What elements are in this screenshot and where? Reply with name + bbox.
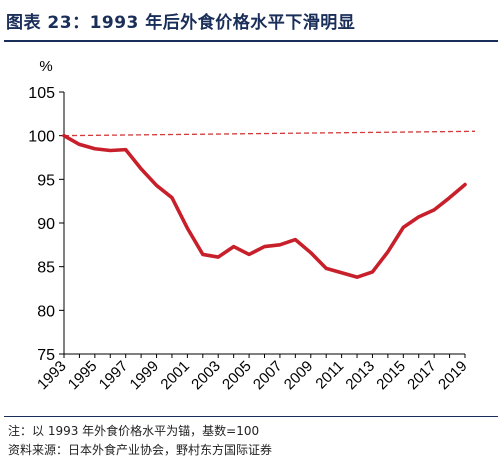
footer-divider [4,416,498,417]
x-tick-label: 2015 [373,358,409,394]
x-tick-label: 2011 [312,358,347,393]
x-tick-label: 1999 [127,358,163,394]
series-group [62,133,467,279]
y-tick-label: 105 [28,85,55,102]
x-tick-label: 1997 [96,358,132,394]
footnote: 注：以 1993 年外食价格水平为锚，基数=100 [8,424,260,438]
y-tick-label: 95 [37,172,55,189]
y-tick-label: 75 [37,347,55,364]
y-tick-label: 100 [28,129,55,146]
x-tick-label: 2005 [219,358,255,394]
title-divider [4,40,498,42]
y-tick-label: 90 [37,216,55,233]
x-axis: 1993199519971999200120032005200720092011… [34,353,471,394]
chart-title: 图表 23：1993 年后外食价格水平下滑明显 [6,13,356,33]
reference-line-group [63,130,476,137]
series-line-0 [62,133,467,279]
x-tick-label: 2009 [281,358,317,394]
y-tick-label: 80 [37,303,55,320]
x-tick-label: 2017 [404,358,440,394]
x-tick-label: 2013 [342,358,378,394]
source-note: 资料来源：日本外食产业协会，野村东方国际证券 [8,443,273,457]
line-chart: % 75 80 85 90 95 100 105 1993199519971999200120… [28,58,476,394]
y-tick-label: 85 [37,260,55,277]
y-axis-unit-label: % [39,58,52,75]
x-tick-label: 2007 [250,358,286,394]
x-tick-label: 2003 [188,358,224,394]
x-tick-label: 2019 [435,358,471,394]
baseline-reference-line [63,130,476,137]
x-tick-label: 1995 [65,358,101,394]
x-tick-label: 2001 [157,358,193,394]
y-axis: % 75 80 85 90 95 100 105 [28,58,65,364]
